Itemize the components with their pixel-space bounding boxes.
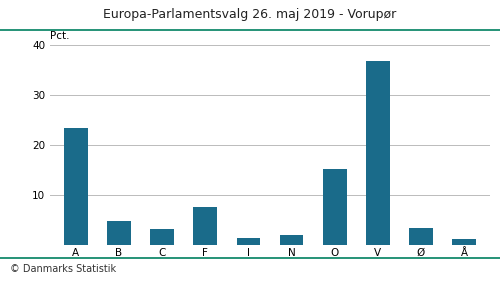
Bar xyxy=(280,235,303,245)
Bar xyxy=(236,238,260,245)
Text: Europa-Parlamentsvalg 26. maj 2019 - Vorupør: Europa-Parlamentsvalg 26. maj 2019 - Vor… xyxy=(104,8,397,21)
Bar xyxy=(194,207,217,245)
Bar xyxy=(323,169,346,245)
Bar xyxy=(366,61,390,245)
Bar xyxy=(150,229,174,245)
Bar xyxy=(409,228,433,245)
Bar xyxy=(452,239,476,245)
Bar xyxy=(107,221,131,245)
Text: Pct.: Pct. xyxy=(50,31,70,41)
Bar xyxy=(64,128,88,245)
Text: © Danmarks Statistik: © Danmarks Statistik xyxy=(10,264,116,274)
